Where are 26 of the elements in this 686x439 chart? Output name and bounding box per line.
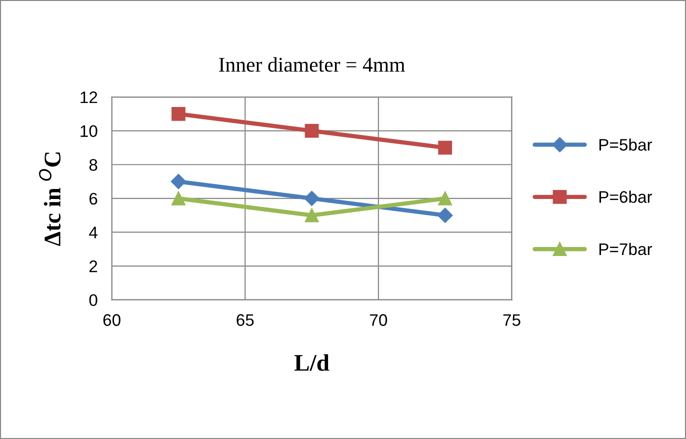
- x-axis-title: L/d: [294, 354, 330, 371]
- point: [172, 106, 186, 121]
- legend-label: P=6bar: [599, 190, 652, 203]
- y-axis-title: Δtc in $^{O}$C: [38, 152, 61, 246]
- y-tick-label: 8: [89, 159, 98, 171]
- x-tick-label: 70: [370, 314, 388, 326]
- y-tick-label: 2: [90, 260, 98, 272]
- y-tick-label: 12: [80, 91, 98, 104]
- point: [438, 208, 453, 223]
- point: [304, 208, 319, 222]
- legend-label: P=5bar: [599, 138, 652, 151]
- point: [304, 190, 320, 206]
- point: [304, 124, 319, 138]
- legend-label: P=7bar: [599, 242, 652, 256]
- y-tick-label: 6: [90, 192, 98, 205]
- x-tick-label: 65: [236, 314, 254, 326]
- x-tick-label: 75: [503, 314, 520, 326]
- x-tick-label: 60: [103, 314, 120, 326]
- chart-title: Inner diameter = 4mm: [219, 57, 405, 72]
- point: [172, 191, 186, 206]
- y-tick-label: 0: [89, 294, 98, 306]
- point: [438, 140, 452, 155]
- y-tick-label: 4: [89, 226, 98, 238]
- point: [438, 191, 452, 206]
- y-tick-label: 10: [80, 125, 98, 138]
- point: [170, 174, 186, 190]
